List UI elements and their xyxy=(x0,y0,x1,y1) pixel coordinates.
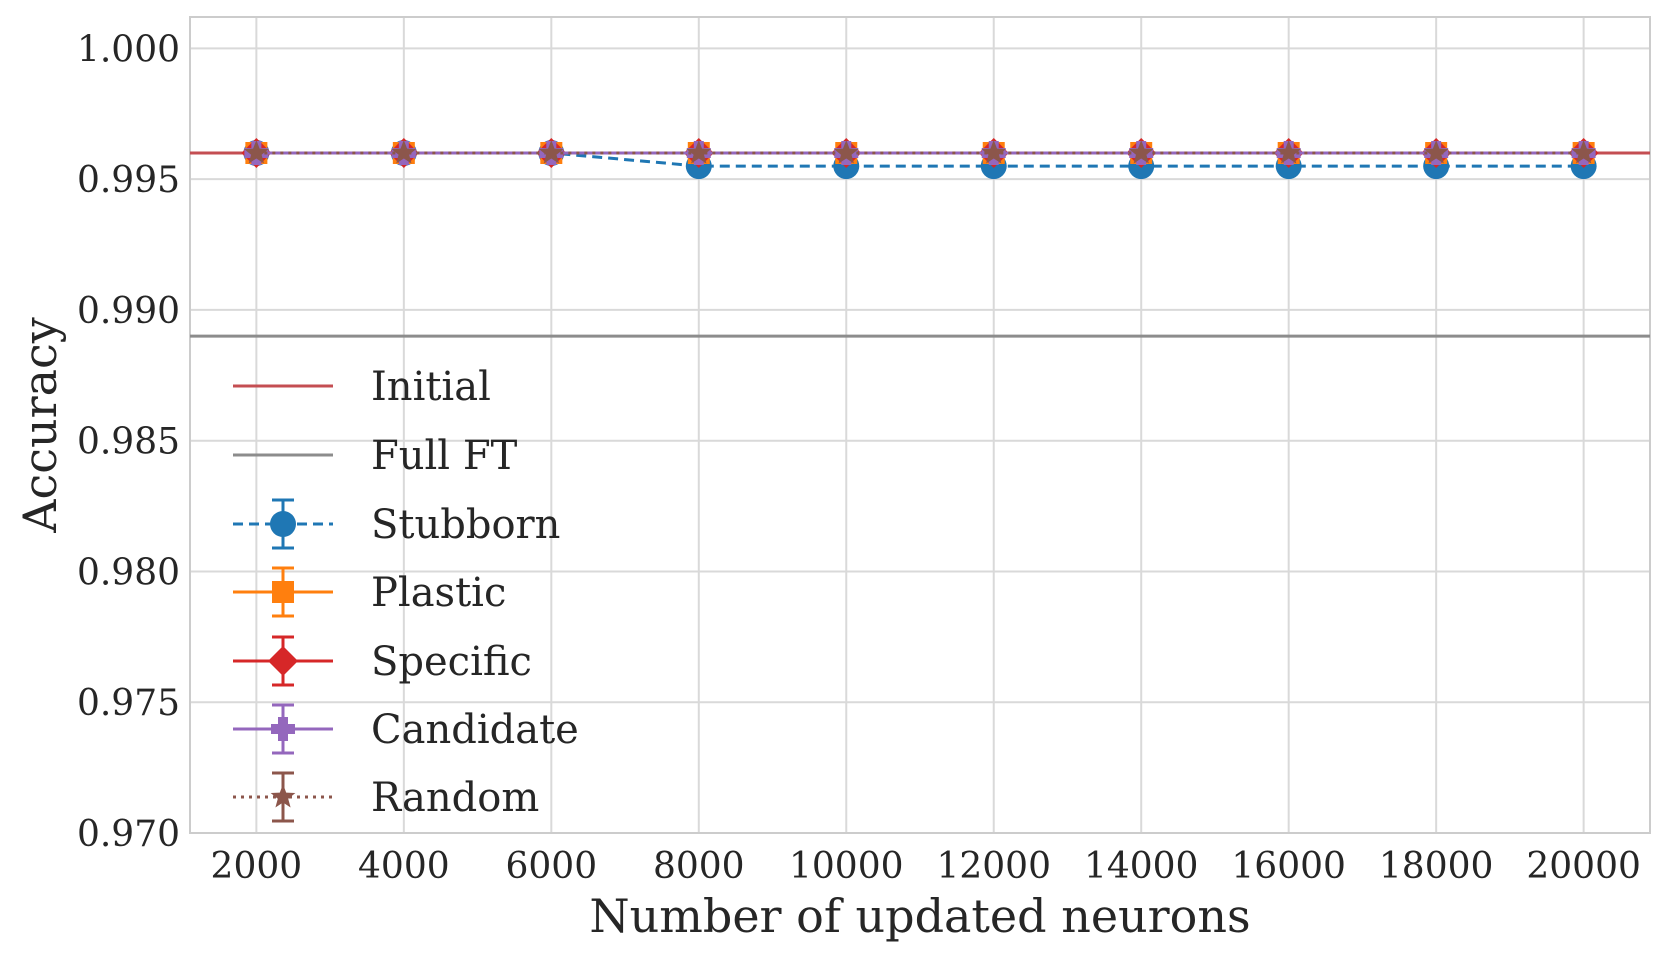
series-line-stubborn xyxy=(256,151,1584,168)
y-tick-label: 0.990 xyxy=(77,291,180,332)
legend-marker-plastic xyxy=(272,581,294,603)
legend-item-candidate: Candidate xyxy=(233,703,579,755)
x-tick-labels: 2000 4000 6000 8000 10000 12000 14000 16000 1800… xyxy=(211,846,1641,887)
legend-label-plastic: Plastic xyxy=(371,570,506,616)
x-axis-label: Number of updated neurons xyxy=(589,889,1250,943)
y-tick-label: 0.970 xyxy=(77,814,180,855)
legend-marker-specific xyxy=(268,646,298,676)
y-tick-label: 1.000 xyxy=(77,29,180,70)
x-tick-label: 18000 xyxy=(1379,846,1494,887)
y-tick-label: 0.985 xyxy=(77,422,180,463)
data-point-random xyxy=(538,140,564,164)
legend-marker-random xyxy=(270,784,296,808)
x-tick-label: 12000 xyxy=(936,846,1051,887)
legend-item-specific: Specific xyxy=(233,635,532,687)
series-random xyxy=(244,140,1596,164)
legend-marker-stubborn xyxy=(270,511,296,537)
data-point-random xyxy=(244,140,269,164)
y-tick-label: 0.980 xyxy=(77,552,180,593)
y-tick-labels: 0.970 0.975 0.980 0.985 0.990 0.995 1.000 xyxy=(77,29,180,855)
plot-frame xyxy=(189,16,1651,834)
legend-item-stubborn: Stubborn xyxy=(233,498,560,550)
y-axis-label: Accuracy xyxy=(13,317,67,534)
data-point-random xyxy=(391,140,417,164)
legend-marker-candidate xyxy=(271,717,295,741)
x-tick-label: 6000 xyxy=(506,846,598,887)
y-tick-label: 0.975 xyxy=(77,683,180,724)
x-tick-label: 14000 xyxy=(1084,846,1199,887)
legend-label-initial: Initial xyxy=(371,364,491,410)
x-tick-label: 8000 xyxy=(653,846,745,887)
x-tick-label: 10000 xyxy=(789,846,904,887)
data-point-random xyxy=(981,140,1007,164)
legend-label-random: Random xyxy=(371,775,539,821)
legend-item-plastic: Plastic xyxy=(233,566,506,618)
y-tick-label: 0.995 xyxy=(77,160,180,201)
data-point-random xyxy=(1128,140,1154,164)
legend-label-stubborn: Stubborn xyxy=(371,502,560,548)
x-tick-label: 4000 xyxy=(358,846,450,887)
legend-item-full-ft: Full FT xyxy=(233,433,518,479)
legend-item-random: Random xyxy=(233,771,539,823)
legend: Initial Full FT Stubborn Plastic Specific Can… xyxy=(233,364,579,823)
x-tick-label: 2000 xyxy=(211,846,303,887)
x-tick-label: 20000 xyxy=(1526,846,1641,887)
data-point-random xyxy=(1276,140,1302,164)
x-tick-label: 16000 xyxy=(1231,846,1346,887)
data-point-random xyxy=(833,140,859,164)
legend-label-candidate: Candidate xyxy=(371,707,579,753)
legend-label-specific: Specific xyxy=(371,639,532,685)
data-point-random xyxy=(1571,140,1596,164)
series-layer xyxy=(241,138,1599,180)
legend-item-initial: Initial xyxy=(233,364,491,410)
data-point-random xyxy=(686,140,712,164)
legend-label-full-ft: Full FT xyxy=(371,433,518,479)
data-point-random xyxy=(1423,140,1449,164)
